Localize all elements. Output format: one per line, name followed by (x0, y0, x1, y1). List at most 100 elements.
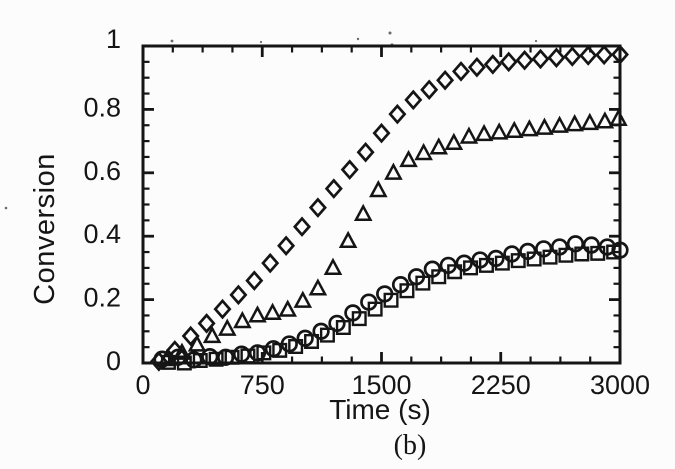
diamond-marker (308, 197, 327, 218)
diamond-marker (515, 50, 534, 71)
triangle-marker (293, 290, 313, 308)
y-axis-tick-labels: 0 0.2 0.4 0.6 0.8 1 (83, 24, 121, 376)
diamond-marker (420, 79, 439, 100)
x-axis-tick-labels: 0 750 1500 2250 3000 (135, 370, 650, 400)
y-tick-label: 0.2 (83, 283, 121, 313)
circle-marker (455, 254, 473, 272)
diamond-marker (452, 61, 470, 82)
diamond-marker (611, 44, 629, 65)
scan-noise (4, 31, 538, 210)
circle-marker (376, 285, 394, 303)
circle-marker (439, 256, 457, 275)
data-series (149, 44, 629, 372)
diamond-marker (261, 252, 280, 274)
circle-marker (407, 268, 426, 286)
circle-marker (312, 322, 330, 340)
triangle-marker (520, 119, 539, 137)
diamond-marker (579, 45, 598, 66)
circle-marker (391, 276, 410, 294)
y-tick-label: 1 (106, 24, 121, 54)
triangle-marker (550, 115, 569, 133)
series-triangles (157, 108, 628, 367)
diamond-marker (436, 69, 455, 91)
circle-marker (582, 236, 601, 254)
diamond-marker (277, 235, 296, 256)
circle-marker (264, 340, 283, 358)
triangle-marker (459, 126, 479, 144)
triangle-marker (429, 137, 449, 155)
subplot-label: (b) (394, 430, 427, 461)
series-diamonds (149, 44, 629, 372)
circle-marker (535, 240, 553, 258)
circle-marker (217, 348, 235, 366)
diamond-marker (595, 44, 614, 66)
triangle-marker (474, 123, 494, 142)
triangle-marker (535, 117, 554, 135)
diamond-marker (404, 89, 423, 111)
circle-marker (566, 235, 585, 253)
circle-marker (232, 345, 251, 363)
triangle-marker (444, 132, 464, 151)
circle-marker (360, 293, 378, 311)
diamond-marker (372, 122, 391, 144)
y-tick-label: 0.6 (83, 156, 121, 186)
diamond-marker (547, 47, 566, 68)
circle-marker (471, 251, 489, 269)
triangle-marker (580, 112, 600, 131)
triangle-marker (565, 114, 584, 132)
triangle-marker (217, 318, 237, 336)
triangle-marker (609, 108, 628, 126)
diamond-marker (293, 216, 311, 237)
circle-marker (328, 314, 346, 333)
circle-marker (248, 344, 267, 362)
triangle-marker (172, 342, 192, 360)
diamond-marker (229, 284, 248, 306)
x-tick-label: 750 (240, 370, 285, 400)
square-marker (319, 327, 335, 343)
triangle-marker (323, 257, 343, 275)
diamond-marker (388, 103, 407, 125)
diamond-marker (213, 298, 232, 320)
triangle-marker (263, 302, 282, 320)
triangle-marker (414, 142, 433, 161)
diamond-marker (531, 48, 550, 70)
triangle-marker (233, 310, 252, 329)
circle-marker (519, 242, 537, 261)
circle-marker (296, 329, 314, 347)
circle-marker (423, 260, 442, 278)
triangle-marker (384, 162, 403, 180)
circle-marker (487, 249, 505, 268)
triangle-marker (489, 122, 509, 140)
diamond-marker (149, 351, 168, 372)
triangle-marker (353, 203, 373, 222)
y-tick-label: 0 (106, 346, 121, 376)
circle-marker (503, 245, 521, 263)
triangle-marker (202, 325, 222, 344)
triangle-marker (278, 299, 297, 317)
diamond-marker (499, 51, 518, 73)
triangle-marker (595, 111, 615, 129)
diamond-marker (245, 270, 264, 291)
triangle-marker (308, 278, 328, 296)
triangle-marker (504, 120, 524, 139)
x-tick-label: 2250 (471, 370, 531, 400)
diamond-marker (197, 313, 216, 334)
x-tick-label: 3000 (590, 370, 650, 400)
diamond-marker (165, 340, 184, 361)
diamond-marker (340, 159, 359, 180)
y-axis-title: Conversion (29, 153, 61, 305)
triangle-marker (187, 334, 207, 352)
circle-marker (611, 241, 629, 259)
circle-marker (550, 238, 569, 256)
triangle-marker (399, 149, 418, 168)
circle-marker (280, 335, 298, 353)
y-axis-ticks (143, 44, 620, 365)
diamond-marker (563, 46, 582, 67)
circle-marker (344, 304, 362, 322)
y-tick-label: 0.4 (83, 219, 121, 249)
diamond-marker (467, 56, 486, 78)
x-tick-label: 0 (135, 370, 150, 400)
diamond-marker (483, 54, 502, 75)
diamond-marker (324, 178, 343, 199)
